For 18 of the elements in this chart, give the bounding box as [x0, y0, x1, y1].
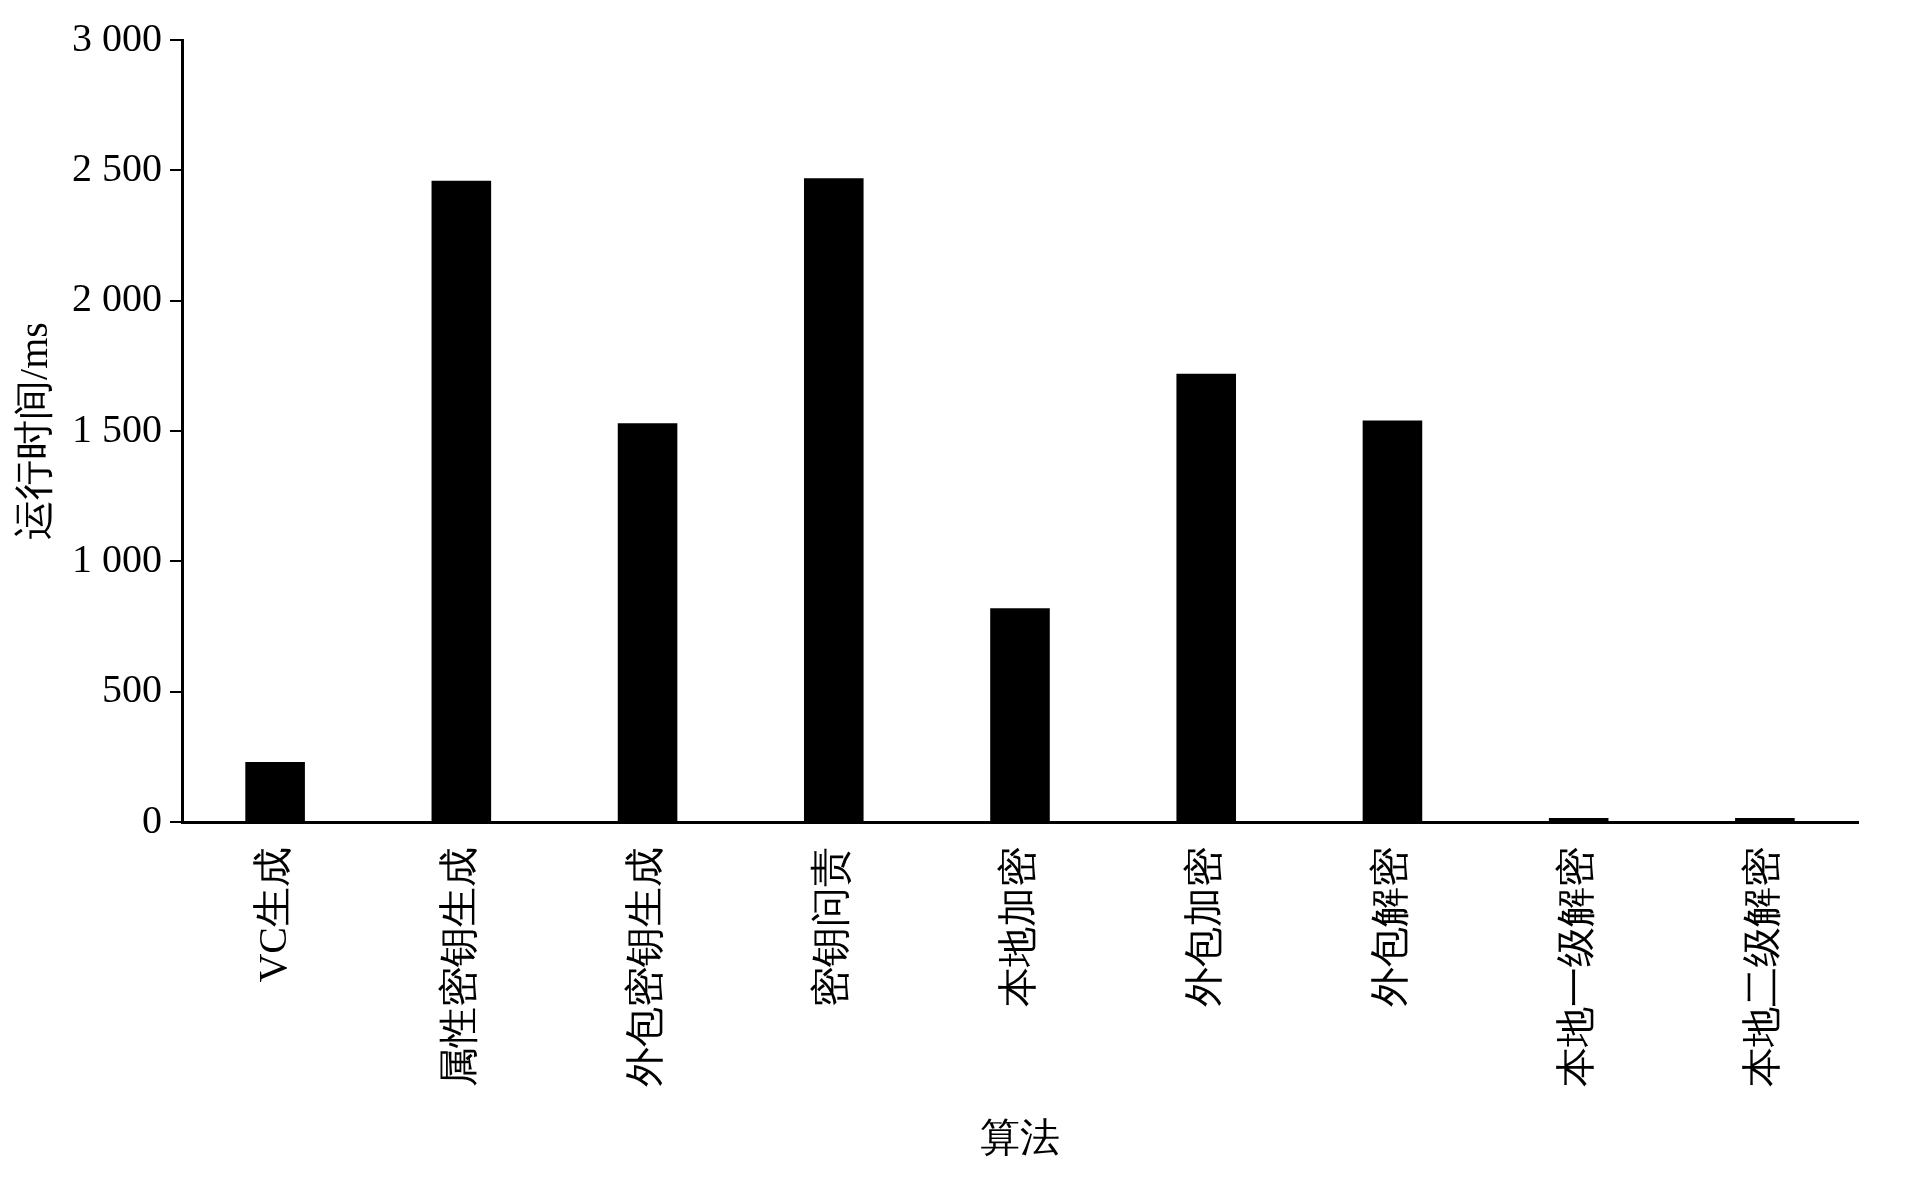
y-tick-label: 500 — [102, 666, 162, 712]
x-tick-label: 本地加密 — [994, 847, 1040, 1007]
x-tick-label: 本地二级解密 — [1739, 847, 1785, 1087]
x-tick-label: 外包解密 — [1366, 847, 1412, 1007]
y-tick-label: 0 — [142, 796, 162, 842]
y-tick-label: 1 000 — [72, 535, 162, 581]
x-tick-label: 外包加密 — [1180, 847, 1226, 1007]
y-tick-label: 3 000 — [72, 14, 162, 60]
x-tick-label: VC生成 — [249, 847, 295, 983]
x-tick-label: 属性密钥生成 — [435, 847, 481, 1087]
y-tick-label: 2 500 — [72, 144, 162, 190]
x-tick-label: 外包密钥生成 — [622, 847, 668, 1087]
x-tick-label: 密钥问责 — [808, 847, 854, 1007]
y-tick-label: 2 000 — [72, 275, 162, 321]
x-tick-label: 本地一级解密 — [1553, 847, 1599, 1087]
y-axis-title: 运行时间/ms — [10, 322, 56, 540]
y-tick-label: 1 500 — [72, 405, 162, 451]
x-axis-title: 算法 — [980, 1114, 1060, 1160]
